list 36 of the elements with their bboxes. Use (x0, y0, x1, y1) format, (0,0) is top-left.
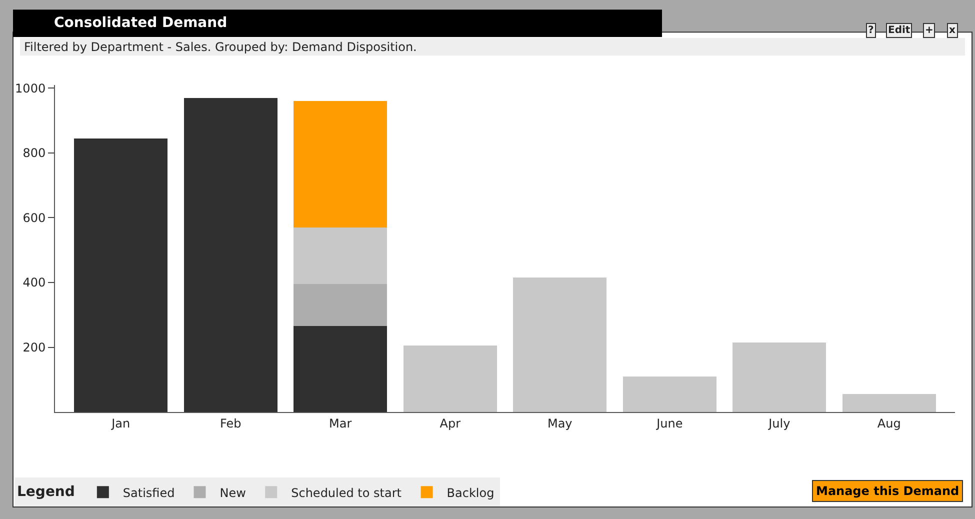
bar (184, 98, 278, 412)
y-tick-label: 1000 (15, 81, 46, 96)
bar (732, 342, 826, 412)
legend-title: Legend (17, 484, 75, 500)
bar (294, 227, 388, 284)
chart-subtitle: Filtered by Department - Sales. Grouped by: Demand Disposition. (24, 40, 417, 54)
y-tick-label: 800 (22, 146, 46, 160)
bar (513, 278, 607, 412)
x-tick-label: Apr (440, 416, 461, 430)
y-tick-label: 400 (22, 276, 46, 290)
x-tick-label: July (768, 416, 790, 430)
text: x (949, 25, 956, 36)
text: Manage this Demand (816, 484, 960, 498)
bar (842, 394, 936, 412)
legend-label: New (220, 486, 246, 500)
x-tick-label: Aug (877, 416, 901, 430)
text: ? (868, 25, 874, 36)
bar (403, 346, 497, 412)
chart-title: Consolidated Demand (54, 15, 228, 31)
bar (294, 101, 388, 228)
y-tick-label: 200 (22, 340, 46, 354)
legend-label: Backlog (446, 486, 494, 500)
legend-label: Scheduled to start (291, 486, 402, 500)
x-tick-label: May (547, 416, 572, 430)
y-tick-label: 600 (22, 210, 46, 225)
text: + (925, 25, 934, 36)
text: Edit (888, 25, 910, 36)
bar (622, 376, 716, 412)
bar (74, 138, 168, 412)
bar (294, 284, 388, 326)
x-tick-label: June (656, 416, 683, 430)
x-tick-label: Feb (220, 416, 242, 430)
x-tick-label: Jan (110, 416, 130, 430)
bar (294, 326, 388, 412)
legend-label: Satisfied (122, 486, 175, 500)
x-tick-label: Mar (329, 416, 352, 430)
